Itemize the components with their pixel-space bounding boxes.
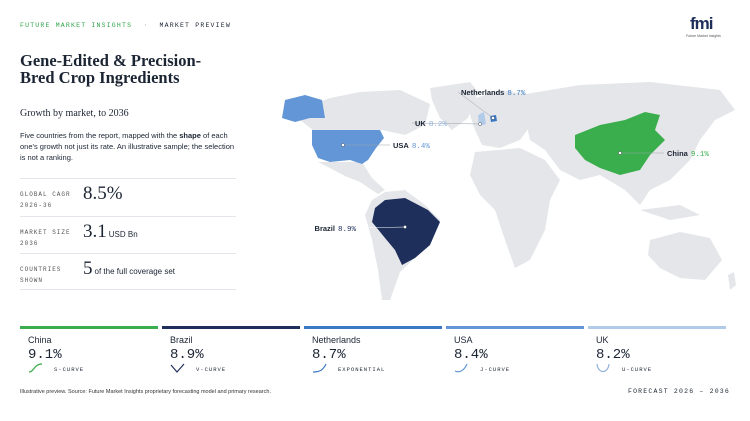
country-dot (491, 116, 495, 120)
world-map: China 9.1% Brazil 8.9% Netherlands 8.7% USA 8.4… (282, 82, 736, 300)
stat-label: COUNTRIES SHOWN (20, 266, 62, 284)
curve-line (454, 363, 468, 373)
curve-icon (454, 363, 468, 373)
map-label-value: 8.4% (412, 143, 431, 151)
leader-line (358, 226, 406, 229)
stat-row: GLOBAL CAGR 2026-36 8.5% (20, 178, 236, 216)
map-label: Brazil 8.9% (315, 224, 357, 234)
map-label-value: 8.9% (338, 226, 357, 234)
leader-line (411, 122, 481, 125)
map-label: China 9.1% (667, 149, 709, 159)
country-dot (618, 151, 622, 155)
curve-line (312, 363, 327, 373)
map-label-value: 9.1% (691, 151, 710, 159)
header: FUTURE MARKET INSIGHTS · MARKET PREVIEW (20, 22, 231, 29)
divider (20, 289, 236, 290)
card-curve: U-CURVE (622, 366, 653, 373)
map-label-name: UK (415, 119, 426, 128)
stat-value: 5 of the full coverage set (83, 258, 175, 280)
source: Illustrative preview. Source: Future Mar… (20, 389, 271, 395)
logo-caption: Future Market Insights (686, 34, 721, 38)
stat-unit: of the full coverage set (94, 267, 176, 276)
curve-line (596, 363, 610, 373)
separator: · (143, 22, 149, 29)
card-name: UK (596, 335, 609, 345)
description: Five countries from the report, mapped w… (20, 130, 235, 163)
map-label-value: 8.7% (507, 90, 526, 98)
card-value: 8.2% (596, 347, 630, 363)
market-card: Brazil 8.9% V-CURVE (162, 326, 300, 377)
stat-row: COUNTRIES SHOWN 5 of the full coverage set (20, 253, 236, 291)
map-label-name: USA (393, 141, 409, 150)
stat-value: 3.1 USD Bn (83, 221, 138, 243)
stat-label: MARKET SIZE 2036 (20, 228, 71, 247)
card-curve: S-CURVE (54, 366, 85, 373)
curve-icon (170, 363, 185, 373)
market-card: Netherlands 8.7% EXPONENTIAL (304, 326, 442, 377)
section: MARKET PREVIEW (159, 22, 231, 29)
brand: FUTURE MARKET INSIGHTS (20, 22, 133, 29)
curve-icon (312, 363, 327, 373)
title: Gene-Edited & Precision-Bred Crop Ingred… (20, 51, 202, 87)
country-shape (575, 112, 665, 175)
stat-label: GLOBAL CAGR 2026-36 (20, 191, 71, 209)
card-value: 8.4% (454, 347, 488, 363)
market-card: USA 8.4% J-CURVE (446, 326, 584, 377)
stat-unit: USD Bn (108, 229, 138, 239)
country-dot (478, 122, 482, 126)
country-dot (341, 143, 345, 147)
country-shape (282, 95, 325, 122)
highlighted-countries (282, 95, 665, 265)
map-label: UK 8.2% (415, 119, 447, 129)
card-curve: J-CURVE (480, 366, 511, 373)
card-name: Netherlands (312, 335, 361, 345)
market-card: UK 8.2% U-CURVE (588, 326, 726, 377)
subtitle: Growth by market, to 2036 (20, 108, 129, 119)
curve-line (28, 363, 43, 373)
curve-icon (596, 363, 610, 373)
card-value: 9.1% (28, 347, 62, 363)
map-label-value: 8.2% (429, 121, 448, 129)
map-label: Netherlands 8.7% (461, 88, 526, 98)
description-rest: of each one's growth not just its rate. … (20, 131, 235, 162)
land (300, 82, 736, 300)
curve-line (170, 363, 185, 373)
card-value: 8.7% (312, 347, 346, 363)
map-labels: China 9.1% Brazil 8.9% Netherlands 8.7% USA 8.4… (315, 88, 710, 234)
leader-line (457, 91, 494, 119)
description-emphasis: shape (179, 131, 201, 140)
map-label-name: Brazil (315, 224, 335, 233)
map-label-name: China (667, 149, 689, 158)
logo: fmi (690, 14, 713, 33)
country-shape (372, 198, 440, 265)
card-name: Brazil (170, 335, 193, 345)
card-value: 8.9% (170, 347, 204, 363)
stat-row: MARKET SIZE 2036 3.1 USD Bn (20, 215, 236, 254)
card-name: China (28, 335, 52, 345)
stat-number: 5 (83, 258, 93, 279)
curve-icon (28, 363, 43, 373)
stat-value: 8.5% (83, 183, 123, 205)
market-card: China 9.1% S-CURVE (20, 326, 158, 377)
country-dot (403, 225, 407, 229)
card-name: USA (454, 335, 473, 345)
stat-number: 8.5% (83, 183, 123, 204)
map-label: USA 8.4% (393, 141, 430, 151)
forecast-range: FORECAST 2026 – 2036 (627, 388, 730, 395)
country-shape (312, 130, 384, 164)
map-label-name: Netherlands (461, 88, 504, 97)
stat-number: 3.1 (83, 220, 107, 242)
card-curve: EXPONENTIAL (338, 366, 386, 373)
description-intro: Five countries from the report, mapped w… (20, 131, 178, 140)
card-curve: V-CURVE (196, 366, 227, 373)
